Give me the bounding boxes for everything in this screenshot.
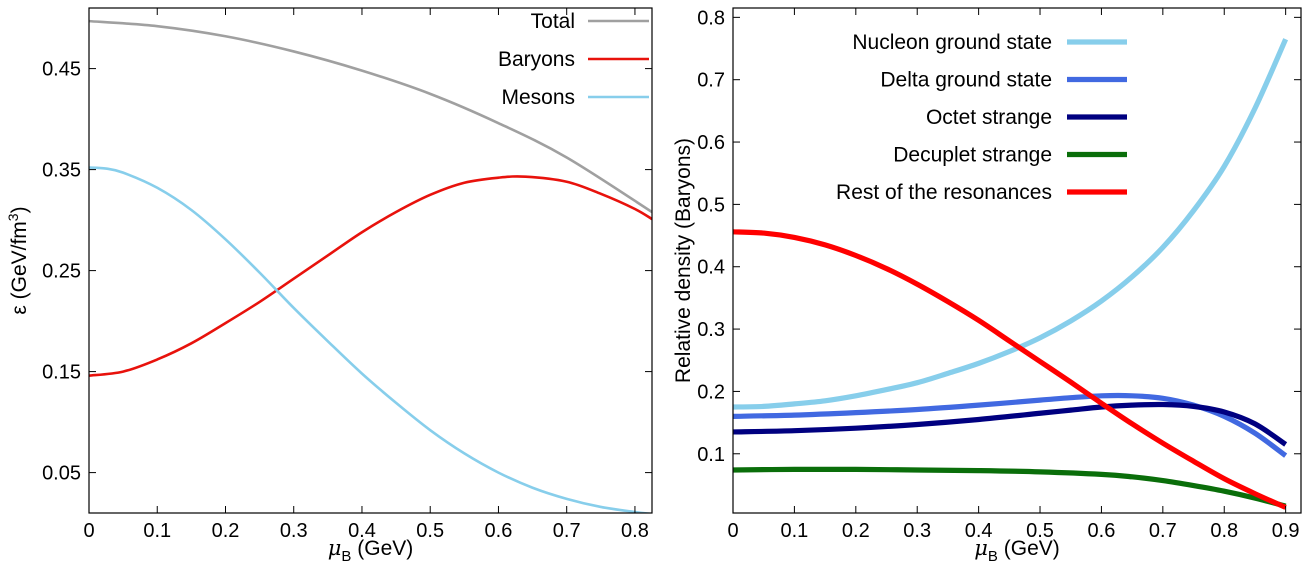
x-tick-label: 0.3 [280,520,308,542]
series-line-decuplet-strange [733,466,1287,509]
x-tick-label: 0.7 [553,520,581,542]
series-line-octet-strange [733,401,1288,447]
x-tick-label: 0.4 [965,520,993,542]
y-tick-label: 0.5 [697,194,725,216]
y-tick-label: 0.8 [697,7,725,29]
legend-label-total: Total [531,10,575,33]
legend: Total Baryons Mesons [498,10,649,109]
series-line-rest-of-the-resonances [733,229,1287,510]
x-tick-label: 0 [727,520,738,542]
y-axis-label: Relative density (Baryons) [672,138,695,383]
y-axis-label: ε (GeV/fm3) [5,206,31,314]
series-line-mesons [89,166,652,513]
x-tick-label: 0.2 [842,520,870,542]
legend-label-octet-strange: Octet strange [926,106,1052,129]
series-line-baryons [89,175,652,377]
x-tick-label: 0.2 [212,520,240,542]
plot-frame [732,7,1302,514]
series-line-total [89,19,652,214]
plot-frame [88,7,653,514]
x-tick-label: 0.8 [1210,520,1238,542]
x-tick-label: 0.1 [780,520,808,542]
y-tick-label: 0.1 [697,444,725,466]
legend-label-delta-ground-state: Delta ground state [880,69,1052,92]
y-tick-label: 0.3 [697,319,725,341]
x-axis-label: μB (GeV) [328,536,414,565]
y-tick-label: 0.2 [697,381,725,403]
x-tick-label: 0.9 [1272,520,1300,542]
series-line-nucleon-ground-state [733,38,1289,410]
legend-label-nucleon-ground-state: Nucleon ground state [852,31,1052,54]
series-layer [733,38,1289,510]
y-tick-label: 0.4 [697,257,725,279]
x-tick-label: 0.4 [348,520,376,542]
y-tick-label: 0.15 [42,362,81,384]
legend-label-baryons: Baryons [498,48,575,71]
x-tick-label: 0.8 [621,520,649,542]
y-tick-label: 0.05 [42,463,81,485]
x-tick-label: 0 [83,520,94,542]
x-tick-label: 0.7 [1149,520,1177,542]
legend: Nucleon ground state Delta ground state Oc… [836,31,1127,204]
y-tick-label: 0.7 [697,70,725,92]
x-axis-label: μB (GeV) [974,536,1060,565]
panel-relative-density: 0 0.1 0.2 0.3 0.4 0.5 0.6 0.7 0.8 0.9 0.1 0.2 0.3 0.4… [672,7,1302,565]
legend-label-mesons: Mesons [501,86,575,109]
x-tick-label: 0.1 [143,520,171,542]
series-layer [89,19,652,513]
x-tick-label: 0.6 [485,520,513,542]
x-tick-label: 0.5 [1026,520,1054,542]
legend-label-decuplet-strange: Decuplet strange [893,144,1052,167]
y-tick-label: 0.25 [42,261,81,283]
x-tick-label: 0.6 [1088,520,1116,542]
y-tick-label: 0.6 [697,132,725,154]
x-tick-label: 0.3 [903,520,931,542]
y-tick-label: 0.35 [42,160,81,182]
x-tick-label: 0.5 [416,520,444,542]
y-tick-label: 0.45 [42,59,81,81]
panel-energy-density: 0 0.1 0.2 0.3 0.4 0.5 0.6 0.7 0.8 0.05 0.15 0.25 0.3… [5,7,653,565]
series-line-delta-ground-state [733,392,1288,458]
legend-label-rest-of-the-resonances: Rest of the resonances [836,181,1052,204]
